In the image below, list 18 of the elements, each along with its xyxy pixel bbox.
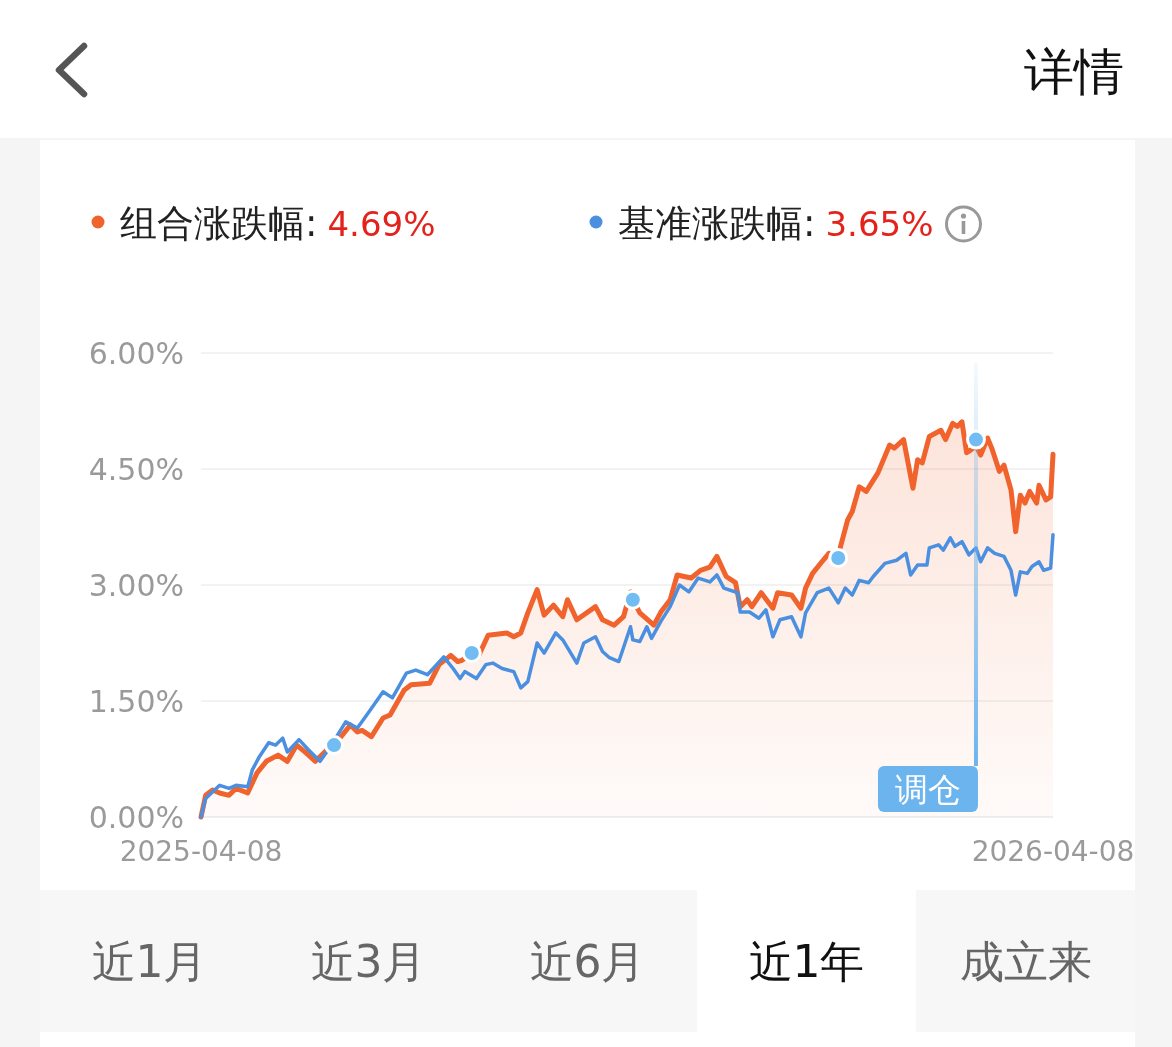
text: 4.69% [327, 204, 436, 244]
y-tick-label: 4.50% [88, 451, 184, 487]
text: 近3月 [310, 936, 427, 987]
legend-label: 组合涨跌幅: [120, 202, 318, 245]
x-tick-label: 2026-04-08 [971, 835, 1135, 868]
legend-label: 基准涨跌幅: [618, 202, 816, 245]
text: 详情 [1024, 43, 1124, 101]
y-tick-label: 1.50% [88, 683, 184, 719]
text: 近1年 [748, 936, 865, 987]
text: 成立来 [959, 936, 1092, 987]
text: 近1月 [91, 936, 208, 987]
y-tick-label: 3.00% [88, 567, 184, 603]
y-tick-label: 6.00% [88, 335, 184, 371]
x-tick-label: 2025-04-08 [119, 835, 283, 868]
ref-line-label: 调仓 [894, 769, 961, 809]
text: 近6月 [529, 936, 646, 987]
text: 3.65% [825, 204, 934, 244]
y-tick-label: 0.00% [88, 799, 184, 835]
